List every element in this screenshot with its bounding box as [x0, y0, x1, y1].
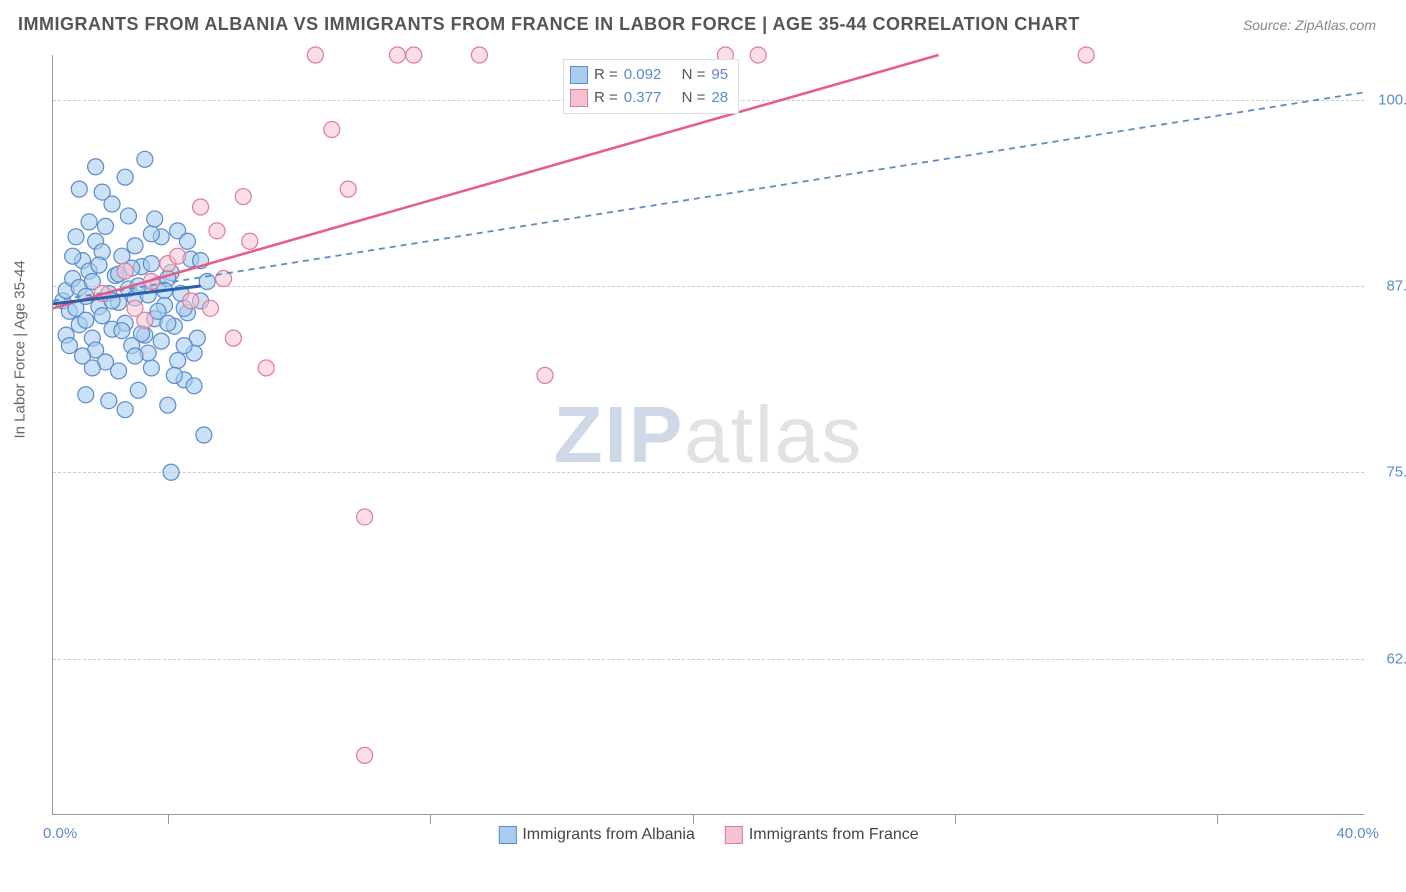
data-point — [143, 256, 159, 272]
data-point — [179, 233, 195, 249]
data-point — [81, 214, 97, 230]
data-point — [170, 248, 186, 264]
legend-label-france: Immigrants from France — [749, 826, 919, 844]
n-label: N = — [682, 64, 706, 87]
ytick-label: 75.0% — [1386, 464, 1406, 481]
data-point — [258, 360, 274, 376]
data-point — [78, 312, 94, 328]
y-axis-label: In Labor Force | Age 35-44 — [12, 260, 29, 438]
data-point — [537, 367, 553, 383]
legend-label-albania: Immigrants from Albania — [522, 826, 695, 844]
data-point — [117, 263, 133, 279]
stats-row-albania: R = 0.092 N = 95 — [570, 64, 728, 87]
data-point — [389, 47, 405, 63]
data-point — [406, 47, 422, 63]
data-point — [143, 360, 159, 376]
n-label: N = — [682, 87, 706, 110]
ytick-label: 62.5% — [1386, 650, 1406, 667]
data-point — [65, 248, 81, 264]
data-point — [84, 360, 100, 376]
data-point — [193, 199, 209, 215]
data-point — [94, 308, 110, 324]
page-title: IMMIGRANTS FROM ALBANIA VS IMMIGRANTS FR… — [18, 14, 1080, 35]
data-point — [117, 402, 133, 418]
data-point — [94, 184, 110, 200]
x-max-label: 40.0% — [1336, 825, 1379, 842]
data-point — [176, 338, 192, 354]
data-point — [143, 226, 159, 242]
source-prefix: Source: — [1243, 17, 1295, 33]
swatch-albania-icon — [498, 826, 516, 844]
data-point — [202, 300, 218, 316]
data-point — [61, 338, 77, 354]
ytick-label: 100.0% — [1378, 91, 1406, 108]
data-point — [340, 181, 356, 197]
data-point — [170, 352, 186, 368]
data-point — [160, 397, 176, 413]
data-point — [183, 293, 199, 309]
legend-item-albania: Immigrants from Albania — [498, 826, 695, 844]
data-point — [114, 323, 130, 339]
source-name: ZipAtlas.com — [1295, 17, 1376, 33]
swatch-france — [570, 89, 588, 107]
source-attribution: Source: ZipAtlas.com — [1243, 17, 1376, 33]
swatch-france-icon — [725, 826, 743, 844]
data-point — [78, 387, 94, 403]
data-point — [88, 159, 104, 175]
data-point — [163, 464, 179, 480]
data-point — [357, 509, 373, 525]
data-point — [127, 238, 143, 254]
x-min-label: 0.0% — [43, 825, 77, 842]
n-value-france: 28 — [711, 87, 728, 110]
data-point — [225, 330, 241, 346]
data-point — [71, 181, 87, 197]
data-point — [137, 151, 153, 167]
data-point — [750, 47, 766, 63]
data-point — [97, 218, 113, 234]
r-value-france: 0.377 — [624, 87, 662, 110]
data-point — [471, 47, 487, 63]
legend-item-france: Immigrants from France — [725, 826, 919, 844]
data-point — [68, 229, 84, 245]
ytick-label: 87.5% — [1386, 277, 1406, 294]
data-point — [209, 223, 225, 239]
data-point — [186, 378, 202, 394]
plot-svg — [53, 55, 1364, 814]
data-point — [127, 348, 143, 364]
correlation-chart: 62.5%75.0%87.5%100.0% ZIPatlas R = 0.092… — [52, 55, 1364, 815]
data-point — [160, 315, 176, 331]
data-point — [120, 208, 136, 224]
data-point — [153, 333, 169, 349]
data-point — [101, 393, 117, 409]
data-point — [117, 169, 133, 185]
data-point — [196, 427, 212, 443]
swatch-albania — [570, 66, 588, 84]
data-point — [324, 122, 340, 138]
data-point — [307, 47, 323, 63]
r-label: R = — [594, 87, 618, 110]
n-value-albania: 95 — [711, 64, 728, 87]
data-point — [111, 363, 127, 379]
data-point — [127, 300, 143, 316]
series-legend: Immigrants from Albania Immigrants from … — [498, 826, 918, 844]
data-point — [130, 382, 146, 398]
r-value-albania: 0.092 — [624, 64, 662, 87]
r-label: R = — [594, 64, 618, 87]
data-point — [166, 367, 182, 383]
stats-row-france: R = 0.377 N = 28 — [570, 87, 728, 110]
data-point — [147, 211, 163, 227]
data-point — [91, 257, 107, 273]
data-point — [357, 747, 373, 763]
data-point — [242, 233, 258, 249]
data-point — [1078, 47, 1094, 63]
stats-legend: R = 0.092 N = 95 R = 0.377 N = 28 — [563, 59, 739, 114]
data-point — [235, 189, 251, 205]
